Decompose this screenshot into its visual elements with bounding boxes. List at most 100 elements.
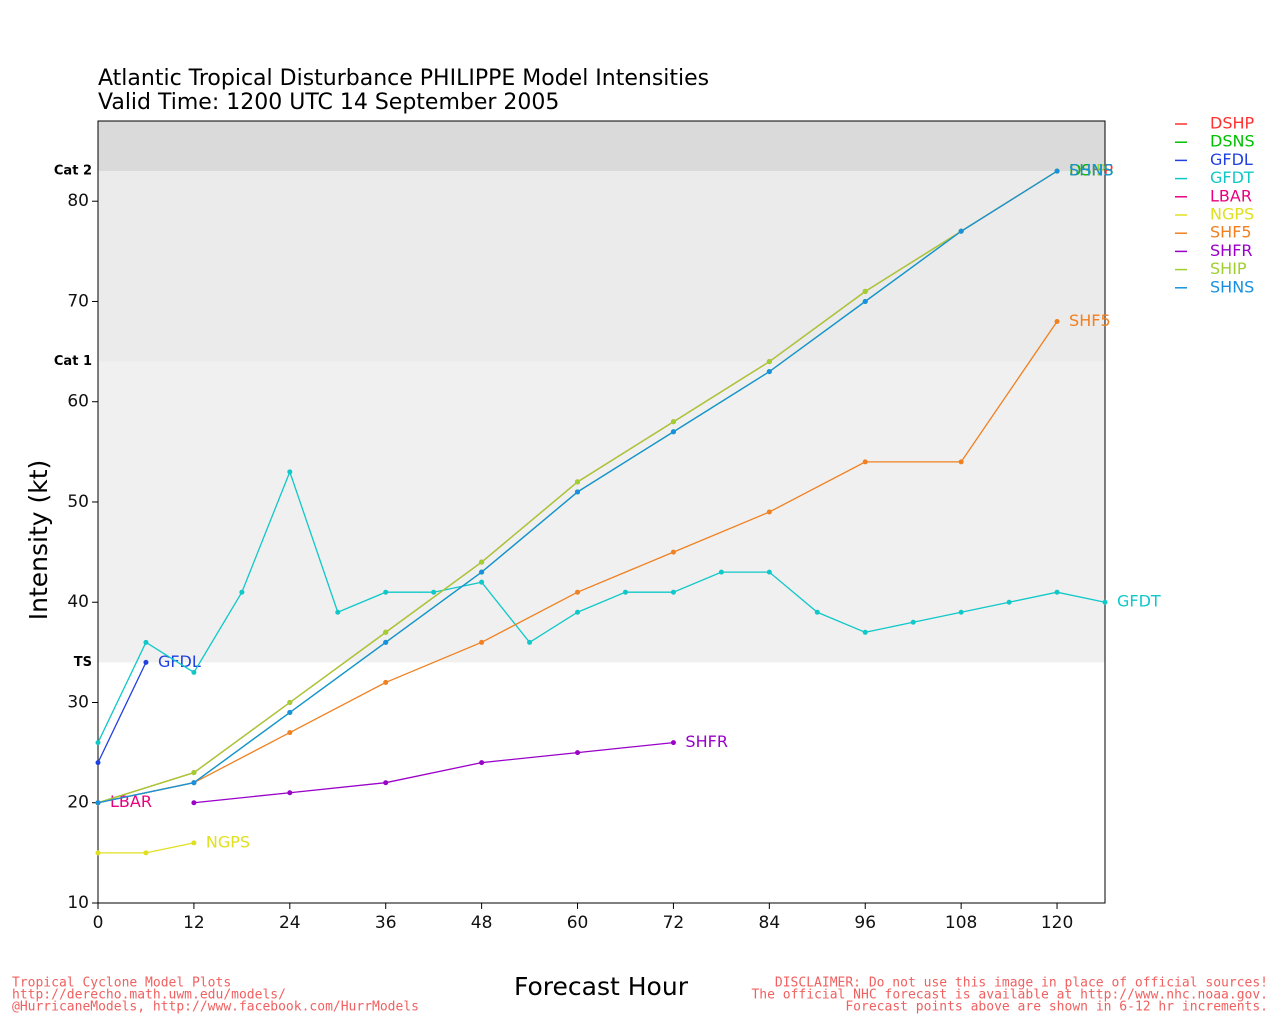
- footer-right: Forecast points above are shown in 6-12 …: [845, 1000, 1268, 1015]
- data-point: [862, 298, 868, 304]
- intensity-band: [98, 361, 1105, 663]
- data-point: [95, 800, 101, 806]
- legend-label: DSNS: [1210, 132, 1255, 151]
- data-point: [479, 569, 485, 575]
- legend-label: SHF5: [1210, 223, 1252, 242]
- data-point: [766, 569, 772, 575]
- data-point: [862, 459, 868, 465]
- data-point: [191, 770, 197, 776]
- x-tick-label: 84: [759, 913, 781, 933]
- data-point: [575, 750, 581, 756]
- series-end-label: NGPS: [206, 832, 250, 851]
- data-point: [287, 469, 293, 475]
- x-tick-label: 60: [567, 913, 589, 933]
- series-end-label: DSNS: [1069, 161, 1114, 180]
- legend-label: GFDL: [1210, 150, 1253, 169]
- data-point: [383, 589, 389, 595]
- data-point: [191, 800, 197, 806]
- series-end-label: GFDL: [158, 652, 201, 671]
- x-tick-label: 96: [854, 913, 876, 933]
- data-point: [862, 288, 868, 294]
- legend-label: GFDT: [1210, 168, 1254, 187]
- threshold-label: TS: [74, 655, 92, 670]
- series-end-label: SHIP: [1069, 161, 1106, 180]
- x-tick-label: 72: [663, 913, 685, 933]
- footer: Tropical Cyclone Model Plotshttp://derec…: [12, 976, 1268, 1015]
- data-point: [287, 710, 293, 716]
- data-point: [718, 569, 724, 575]
- data-point: [1102, 599, 1108, 605]
- data-point: [910, 619, 916, 625]
- data-point: [670, 549, 676, 555]
- footer-left: http://derecho.math.uwm.edu/models/: [12, 988, 286, 1003]
- y-axis-label: Intensity (kt): [24, 460, 53, 621]
- data-point: [335, 609, 341, 615]
- data-point: [670, 429, 676, 435]
- data-point: [670, 589, 676, 595]
- data-point: [143, 659, 149, 665]
- data-point: [1006, 599, 1012, 605]
- y-tick-label: 10: [67, 893, 89, 913]
- data-point: [431, 589, 437, 595]
- footer-left: @HurricaneModels, http://www.facebook.co…: [12, 1000, 419, 1015]
- series-end-label: SHFR: [685, 732, 728, 751]
- series-line: [97, 662, 147, 763]
- intensity-band: [98, 121, 1105, 172]
- legend-label: LBAR: [1210, 186, 1252, 205]
- data-point: [575, 589, 581, 595]
- chart-subtitle: Valid Time: 1200 UTC 14 September 2005: [98, 90, 559, 115]
- series-end-label: SHF5: [1069, 311, 1111, 330]
- data-point: [1054, 319, 1060, 325]
- chart-title: Atlantic Tropical Disturbance PHILIPPE M…: [98, 66, 709, 91]
- data-point: [383, 629, 389, 635]
- data-point: [575, 609, 581, 615]
- y-tick-label: 50: [67, 492, 89, 512]
- data-point: [191, 780, 197, 786]
- data-point: [287, 730, 293, 736]
- data-point: [527, 639, 533, 645]
- x-tick-label: 0: [93, 913, 104, 933]
- data-point: [862, 629, 868, 635]
- data-point: [766, 369, 772, 375]
- data-point: [479, 579, 485, 585]
- data-point: [479, 760, 485, 766]
- data-point: [766, 509, 772, 515]
- data-point: [95, 740, 101, 746]
- x-tick-label: 36: [375, 913, 397, 933]
- data-point: [766, 359, 772, 365]
- intensity-band: [98, 171, 1105, 362]
- y-tick-label: 70: [67, 291, 89, 311]
- data-point: [479, 559, 485, 565]
- data-point: [670, 740, 676, 746]
- legend-label: SHIP: [1210, 259, 1247, 278]
- series-end-label: DSHP: [1069, 161, 1114, 180]
- legend-label: DSHP: [1210, 114, 1255, 133]
- data-point: [287, 790, 293, 796]
- data-point: [143, 639, 149, 645]
- plot-frame: [97, 120, 1106, 904]
- x-tick-label: 12: [183, 913, 205, 933]
- series-line: [193, 741, 674, 804]
- data-point: [383, 679, 389, 685]
- data-point: [239, 589, 245, 595]
- data-point: [287, 699, 293, 705]
- data-point: [958, 609, 964, 615]
- footer-left: Tropical Cyclone Model Plots: [12, 976, 231, 991]
- x-tick-label: 24: [279, 913, 301, 933]
- footer-right: The official NHC forecast is available a…: [751, 988, 1268, 1003]
- series-end-label: SHNS: [1069, 161, 1113, 180]
- data-point: [622, 589, 628, 595]
- series-line: [97, 470, 1106, 743]
- data-point: [383, 780, 389, 786]
- legend-label: NGPS: [1210, 205, 1254, 224]
- legend-label: SHNS: [1210, 277, 1254, 296]
- threshold-label: Cat 1: [54, 354, 92, 369]
- data-point: [814, 609, 820, 615]
- data-point: [575, 489, 581, 495]
- data-point: [95, 850, 101, 856]
- series-end-label: GFDT: [1117, 592, 1161, 611]
- footer-right: DISCLAIMER: Do not use this image in pla…: [775, 976, 1268, 991]
- series-end-label: LBAR: [110, 792, 152, 811]
- data-point: [479, 639, 485, 645]
